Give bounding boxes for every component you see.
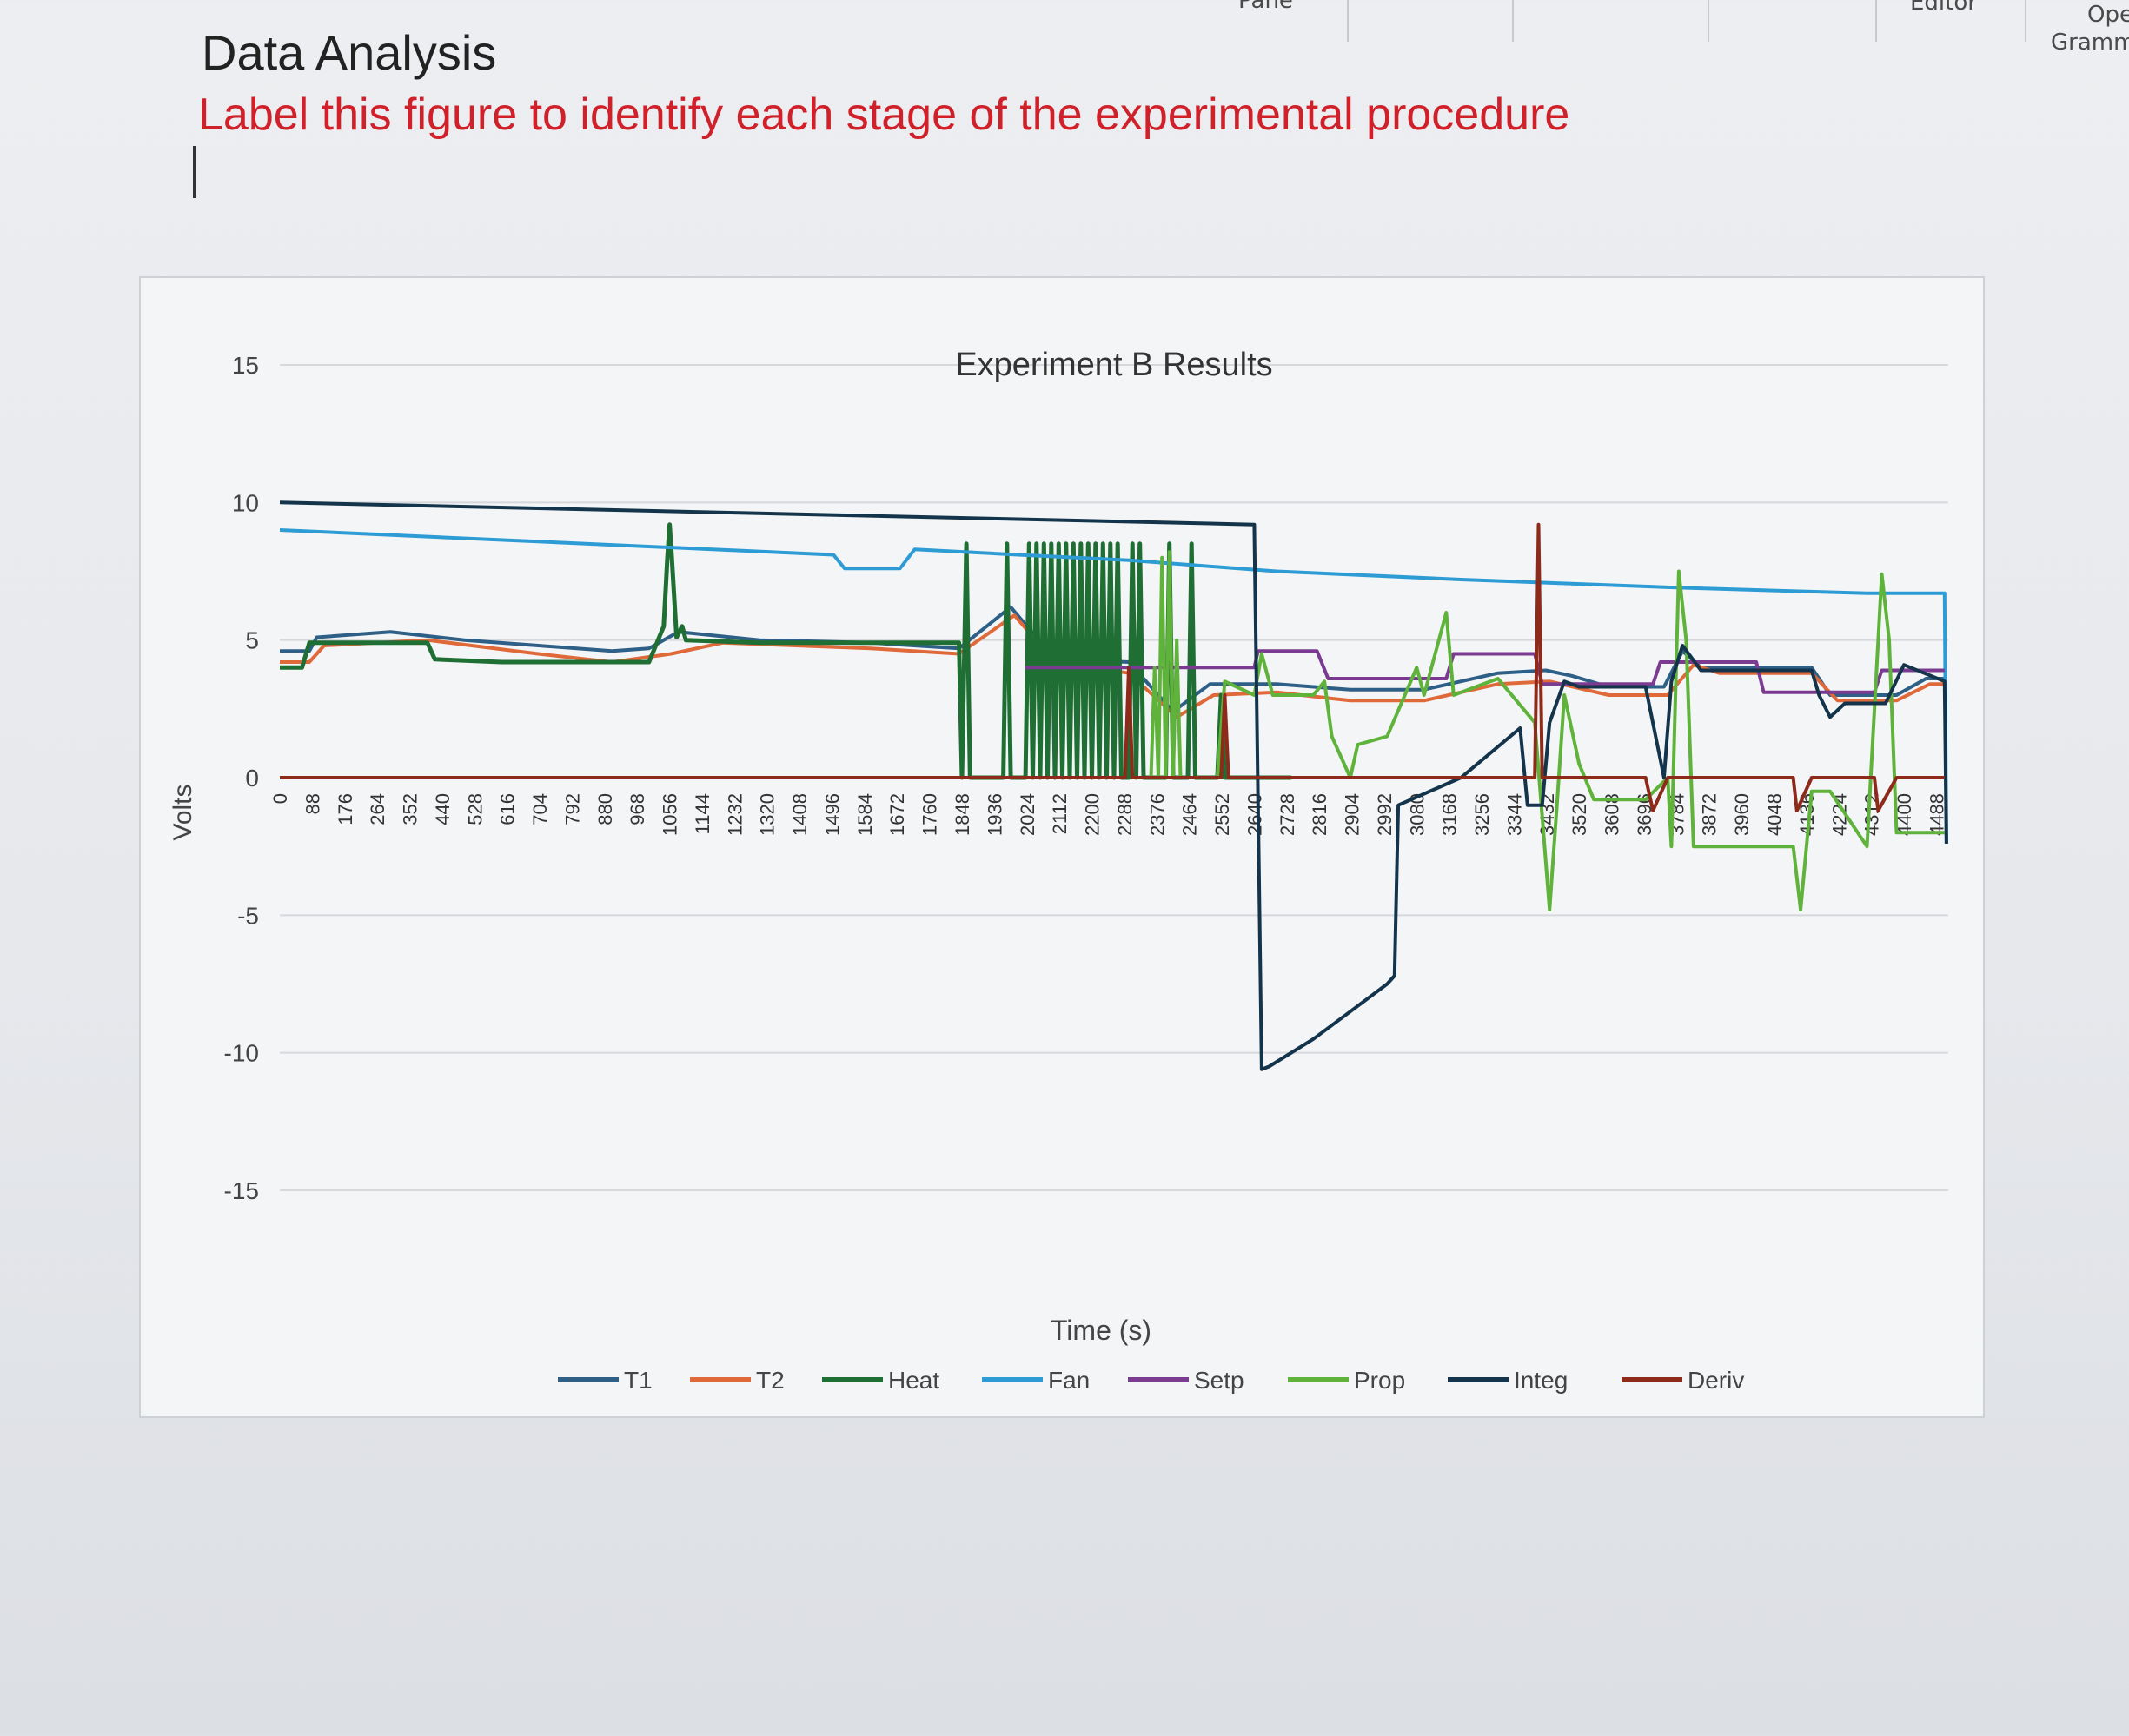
ribbon-bar: Pane Editor Ope Gramm [0, 0, 2129, 70]
x-tick-label: 2376 [1146, 793, 1168, 836]
document-instruction: Label this figure to identify each stage… [198, 89, 1570, 140]
legend-label-deriv: Deriv [1688, 1367, 1744, 1394]
x-tick-label: 2552 [1211, 793, 1233, 836]
x-tick-label: 3960 [1731, 793, 1753, 836]
y-tick-label: 10 [232, 489, 259, 516]
legend-label-integ: Integ [1514, 1367, 1568, 1394]
chart-title: Experiment B Results [955, 347, 1272, 383]
x-tick-label: 2024 [1017, 793, 1038, 836]
y-tick-labels: 15 10 5 0 -5 -10 -15 [224, 352, 259, 1204]
ribbon-open-label[interactable]: Ope [2087, 2, 2129, 28]
x-tick-label: 4488 [1926, 793, 1947, 836]
x-tick-label: 2904 [1342, 793, 1363, 836]
x-tick-label: 792 [561, 793, 583, 825]
legend-label-t2: T2 [756, 1367, 785, 1394]
x-tick-label: 2992 [1374, 793, 1396, 836]
x-tick-labels: 0 88 176 264 352 440 528 616 704 792 880 968 1056 114… [269, 793, 1947, 836]
x-tick-label: 616 [497, 793, 519, 825]
legend-label-heat: Heat [888, 1367, 939, 1394]
ribbon-separator [1512, 0, 1514, 42]
x-tick-label: 2816 [1309, 793, 1330, 836]
series-line-t2 [280, 613, 1945, 719]
x-tick-label: 264 [367, 793, 388, 825]
y-tick-label: -10 [224, 1040, 259, 1067]
legend-label-t1: T1 [624, 1367, 653, 1394]
y-tick-label: -15 [224, 1177, 259, 1204]
ribbon-separator [1347, 0, 1349, 42]
x-tick-label: 352 [400, 793, 421, 825]
ribbon-separator [1708, 0, 1709, 42]
y-tick-label: 5 [245, 627, 259, 654]
x-tick-label: 880 [594, 793, 616, 825]
ribbon-separator [1875, 0, 1877, 42]
text-cursor [193, 146, 196, 198]
ribbon-grammarly-label[interactable]: Gramm [2051, 30, 2129, 56]
x-tick-label: 2200 [1082, 793, 1104, 836]
x-tick-label: 528 [464, 793, 486, 825]
x-tick-label: 3168 [1439, 793, 1461, 836]
ribbon-pane-label[interactable]: Pane [1238, 0, 1293, 14]
x-tick-label: 0 [269, 793, 291, 804]
x-tick-label: 440 [432, 793, 454, 825]
series-line-fan [279, 528, 1948, 845]
series-line-deriv [280, 522, 1945, 812]
x-tick-label: 1672 [886, 793, 908, 836]
x-tick-label: 1936 [984, 793, 1005, 836]
x-tick-label: 2728 [1277, 793, 1298, 836]
y-tick-label: 0 [245, 765, 259, 792]
ribbon-editor-label[interactable]: Editor [1910, 0, 1977, 16]
legend: T1 T2 Heat Fan Setp Prop Integ Deriv [558, 1367, 1744, 1394]
x-tick-label: 4312 [1861, 793, 1883, 836]
x-tick-label: 1232 [724, 793, 746, 836]
x-tick-label: 1848 [952, 793, 973, 836]
x-tick-label: 1056 [660, 793, 681, 836]
x-tick-label: 1408 [789, 793, 811, 836]
y-tick-label: 15 [232, 352, 259, 379]
document-title: Data Analysis [202, 25, 497, 80]
x-tick-label: 88 [302, 793, 323, 814]
x-tick-label: 968 [627, 793, 648, 825]
x-tick-label: 1584 [854, 793, 876, 836]
x-tick-label: 3520 [1569, 793, 1590, 836]
x-axis-label: Time (s) [1051, 1315, 1151, 1346]
x-tick-label: 4048 [1764, 793, 1786, 836]
x-tick-label: 1320 [757, 793, 779, 836]
x-tick-label: 2112 [1049, 793, 1071, 834]
x-tick-label: 176 [335, 793, 356, 825]
x-tick-label: 3344 [1503, 793, 1525, 836]
y-tick-label: -5 [237, 902, 259, 929]
series-lines [279, 500, 1948, 1071]
chart-container[interactable]: Experiment B Results 15 10 5 0 -5 -10 -15 0 88 1… [139, 276, 1985, 1418]
x-tick-label: 1760 [919, 793, 941, 836]
series-line-integ [279, 500, 1948, 1071]
x-tick-label: 3872 [1699, 793, 1721, 836]
x-tick-label: 2640 [1244, 793, 1265, 836]
legend-label-fan: Fan [1048, 1367, 1090, 1394]
x-tick-label: 704 [529, 793, 551, 825]
ribbon-separator [2025, 0, 2026, 42]
line-chart: Experiment B Results 15 10 5 0 -5 -10 -15 0 88 1… [169, 347, 1948, 1394]
x-tick-label: 2288 [1114, 793, 1136, 836]
x-tick-label: 1144 [692, 793, 713, 834]
x-tick-label: 1496 [821, 793, 843, 836]
y-axis-label: Volts [169, 784, 197, 840]
legend-label-setp: Setp [1194, 1367, 1244, 1394]
x-tick-label: 2464 [1179, 793, 1201, 836]
legend-label-prop: Prop [1354, 1367, 1405, 1394]
x-tick-label: 3256 [1471, 793, 1493, 836]
